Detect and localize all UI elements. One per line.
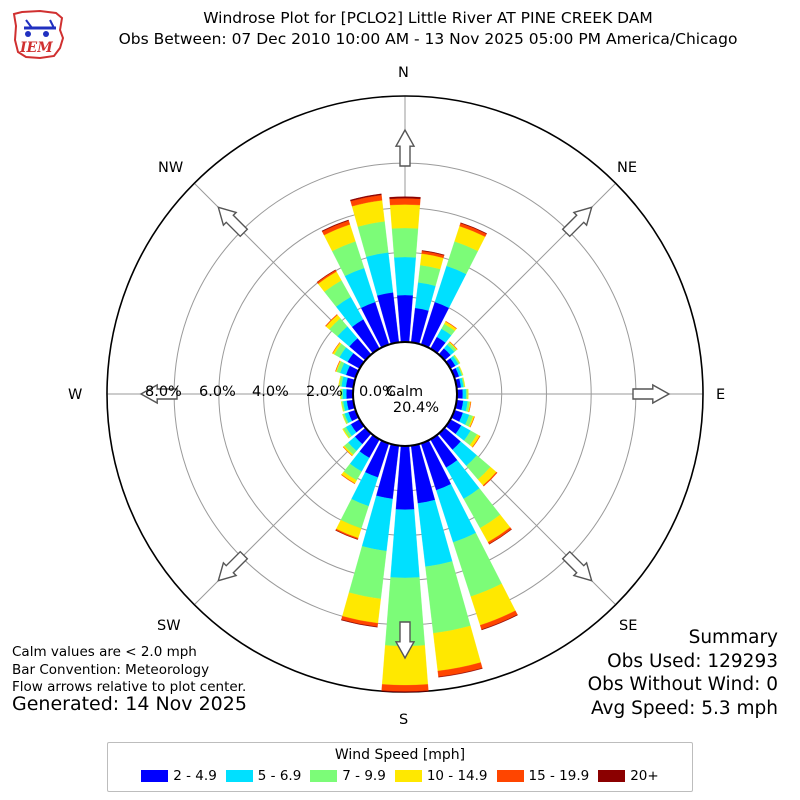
calm-value: 20.4% [392,400,439,416]
calm-label: Calm [386,384,424,400]
flow-arrow [394,621,416,660]
radial-tick-8: 8.0% [145,384,182,400]
compass-label-e: E [716,387,726,403]
flow-arrow [561,550,593,582]
page-title: Windrose Plot for [PCLO2] Little River A… [78,8,778,50]
flow-arrows [139,128,671,660]
radial-tick-6: 6.0% [199,384,236,400]
flow-arrow [217,206,249,238]
compass-label-se: SE [619,618,638,634]
legend-swatch [141,770,169,782]
legend-swatch [310,770,338,782]
flow-arrow [561,206,593,238]
footnote-calm: Calm values are < 2.0 mph [12,644,197,660]
legend-label: 5 - 6.9 [257,768,302,784]
svg-text:IEM: IEM [19,40,53,56]
radial-tick-0: 0.0% [359,384,396,400]
compass-label-n: N [398,65,409,81]
title-line-1: Windrose Plot for [PCLO2] Little River A… [203,9,653,27]
legend-label: 15 - 19.9 [528,768,590,784]
iem-iowa-logo-icon: IEM [12,9,65,60]
radial-tick-4: 4.0% [252,384,289,400]
legend-item[interactable]: 10 - 14.9 [394,768,488,784]
flow-arrow [394,128,416,167]
summary-obs-without-wind: Obs Without Wind: 0 [587,674,778,695]
footnote-convention: Bar Convention: Meteorology [12,661,210,678]
summary-avg-speed: Avg Speed: 5.3 mph [590,697,778,719]
title-line-2: Obs Between: 07 Dec 2010 10:00 AM - 13 N… [118,30,738,48]
legend-item[interactable]: 7 - 9.9 [310,768,386,784]
windrose-bars [316,193,518,693]
compass-label-w: W [68,387,83,403]
legend: Wind Speed [mph] 2 - 4.9 5 - 6.9 7 - 9.9 10… [107,742,693,792]
flow-arrow [632,383,671,405]
legend-label: 2 - 4.9 [173,768,217,784]
flow-arrow [139,383,178,405]
footnotes: Calm values are < 2.0 mph Bar Convention… [12,644,246,697]
legend-swatch [598,770,626,782]
legend-item[interactable]: 2 - 4.9 [141,768,217,784]
legend-item[interactable]: 5 - 6.9 [225,768,302,784]
generated-date: Generated: 14 Nov 2025 [12,693,247,715]
summary-heading: Summary [688,627,778,648]
legend-title: Wind Speed [mph] [334,747,466,763]
legend-label: 20+ [630,768,659,784]
summary-obs-used: Obs Used: 129293 [607,650,778,672]
legend-item[interactable]: 20+ [598,768,659,784]
compass-label-ne: NE [617,160,638,176]
compass-label-nw: NW [158,160,184,176]
flow-arrow [217,550,249,582]
legend-label: 10 - 14.9 [426,768,488,784]
footnote-arrows: Flow arrows relative to plot center. [12,679,247,695]
legend-swatch [394,770,422,782]
calm-circle [352,341,458,447]
legend-items: 2 - 4.9 5 - 6.9 7 - 9.9 10 - 14.9 15 - 19.9 2… [108,768,692,784]
compass-label-s: S [399,712,409,728]
summary-block: Summary Obs Used: 129293 Obs Without Win… [588,626,778,720]
radial-tick-2: 2.0% [306,384,343,400]
legend-item[interactable]: 15 - 19.9 [496,768,590,784]
legend-swatch [225,770,253,782]
legend-label: 7 - 9.9 [342,768,386,784]
legend-swatch [496,770,524,782]
compass-label-sw: SW [157,618,181,634]
